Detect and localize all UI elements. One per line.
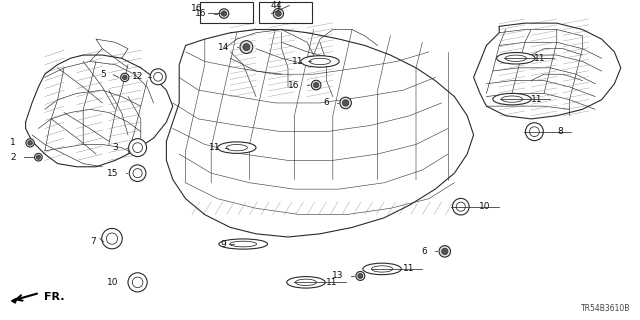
Ellipse shape [356, 271, 365, 280]
Text: 6: 6 [323, 99, 329, 108]
Text: 5: 5 [100, 70, 106, 79]
Text: 4: 4 [276, 1, 282, 10]
Ellipse shape [219, 9, 229, 18]
Text: 16: 16 [288, 81, 300, 90]
Ellipse shape [128, 273, 147, 292]
Text: 11: 11 [292, 57, 303, 66]
Text: 8: 8 [557, 127, 563, 136]
Text: 1: 1 [10, 138, 16, 147]
Ellipse shape [221, 11, 227, 16]
Text: 11: 11 [403, 264, 414, 273]
Ellipse shape [129, 165, 146, 181]
Text: 13: 13 [332, 271, 344, 280]
Ellipse shape [276, 11, 281, 16]
Ellipse shape [301, 56, 339, 67]
Text: 7: 7 [90, 237, 96, 246]
Ellipse shape [150, 69, 166, 85]
Ellipse shape [493, 93, 531, 105]
Text: 11: 11 [531, 95, 542, 104]
Ellipse shape [28, 140, 33, 145]
Ellipse shape [132, 277, 143, 288]
Ellipse shape [342, 100, 349, 106]
Ellipse shape [529, 127, 540, 137]
Ellipse shape [525, 123, 543, 140]
Ellipse shape [273, 8, 284, 19]
Ellipse shape [287, 276, 325, 288]
Text: 4: 4 [271, 1, 276, 10]
Ellipse shape [154, 72, 163, 81]
Ellipse shape [311, 80, 321, 90]
Text: 10: 10 [479, 202, 491, 211]
Text: 16: 16 [191, 4, 203, 13]
Text: 16: 16 [195, 9, 207, 18]
Ellipse shape [358, 274, 363, 278]
Text: FR.: FR. [44, 292, 64, 302]
Ellipse shape [36, 155, 40, 159]
Polygon shape [12, 298, 17, 303]
Ellipse shape [314, 83, 319, 88]
Ellipse shape [106, 233, 118, 244]
Text: 3: 3 [113, 143, 118, 152]
Ellipse shape [26, 139, 34, 147]
Ellipse shape [456, 202, 465, 211]
Text: 11: 11 [326, 278, 338, 287]
Text: 15: 15 [107, 169, 118, 178]
Ellipse shape [497, 52, 535, 64]
Text: TR54B3610B: TR54B3610B [581, 304, 630, 313]
Ellipse shape [129, 139, 147, 156]
Text: 11: 11 [534, 54, 546, 63]
Ellipse shape [35, 153, 42, 161]
Ellipse shape [452, 198, 469, 215]
Text: 9: 9 [221, 240, 227, 249]
Ellipse shape [442, 248, 448, 254]
Ellipse shape [243, 44, 250, 51]
Ellipse shape [133, 169, 142, 178]
Ellipse shape [340, 97, 351, 109]
Text: 6: 6 [422, 247, 428, 256]
Text: 12: 12 [132, 72, 143, 81]
Ellipse shape [240, 41, 253, 53]
Ellipse shape [122, 75, 127, 80]
Text: 2: 2 [10, 153, 16, 162]
Text: 11: 11 [209, 143, 220, 152]
Text: 10: 10 [107, 278, 118, 287]
Ellipse shape [363, 263, 401, 275]
Ellipse shape [102, 228, 122, 249]
Text: 14: 14 [218, 43, 229, 52]
Ellipse shape [219, 239, 268, 249]
Ellipse shape [218, 142, 256, 153]
Ellipse shape [132, 143, 143, 153]
Ellipse shape [121, 73, 129, 82]
Ellipse shape [439, 246, 451, 257]
